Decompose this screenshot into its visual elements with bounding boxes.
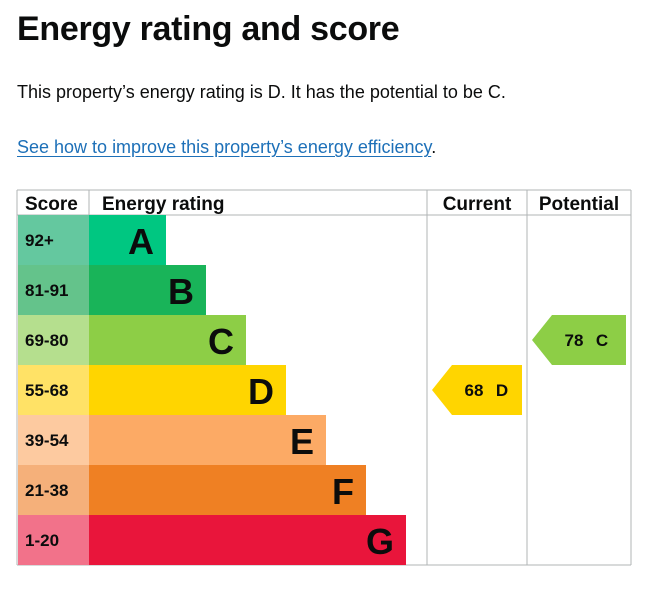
rating-letter-f: F: [332, 471, 354, 512]
score-cell-a: [18, 215, 89, 265]
header-potential: Potential: [539, 194, 619, 215]
rating-bar-f: [89, 465, 366, 515]
potential-rating-marker: [532, 315, 626, 365]
rating-letter-a: A: [128, 221, 154, 262]
current-rating-marker: [432, 365, 522, 415]
score-cell-f: [18, 465, 89, 515]
current-rating-letter: D: [496, 381, 508, 400]
score-range-g: 1-20: [25, 531, 59, 550]
score-range-a: 92+: [25, 231, 54, 250]
potential-rating-score: 78: [565, 331, 584, 350]
rating-bar-a: [89, 215, 166, 265]
header-energy-rating: Energy rating: [102, 194, 224, 215]
score-range-e: 39-54: [25, 431, 69, 450]
header-score: Score: [25, 194, 78, 215]
current-rating-score: 68: [465, 381, 484, 400]
rating-bar-e: [89, 415, 326, 465]
rating-letter-c: C: [208, 321, 234, 362]
score-cell-b: [18, 265, 89, 315]
score-cell-c: [18, 315, 89, 365]
score-cell-e: [18, 415, 89, 465]
rating-letter-b: B: [168, 271, 194, 312]
rating-bar-d: [89, 365, 286, 415]
rating-summary: This property’s energy rating is D. It h…: [17, 82, 506, 102]
score-cell-g: [18, 515, 89, 565]
score-range-d: 55-68: [25, 381, 68, 400]
score-range-b: 81-91: [25, 281, 68, 300]
rating-bar-b: [89, 265, 206, 315]
page-title: Energy rating and score: [17, 10, 400, 48]
improve-link-period: .: [431, 137, 437, 157]
score-range-f: 21-38: [25, 481, 68, 500]
header-current: Current: [443, 194, 512, 215]
improve-link-row: See how to improve this property’s energ…: [17, 137, 436, 158]
rating-letter-e: E: [290, 421, 314, 462]
potential-rating-letter: C: [596, 331, 608, 350]
score-cell-d: [18, 365, 89, 415]
rating-letter-d: D: [248, 371, 274, 412]
rating-bar-g: [89, 515, 406, 565]
score-range-c: 69-80: [25, 331, 68, 350]
rating-bar-c: [89, 315, 246, 365]
improve-efficiency-link[interactable]: See how to improve this property’s energ…: [17, 137, 432, 157]
rating-letter-g: G: [366, 521, 394, 562]
